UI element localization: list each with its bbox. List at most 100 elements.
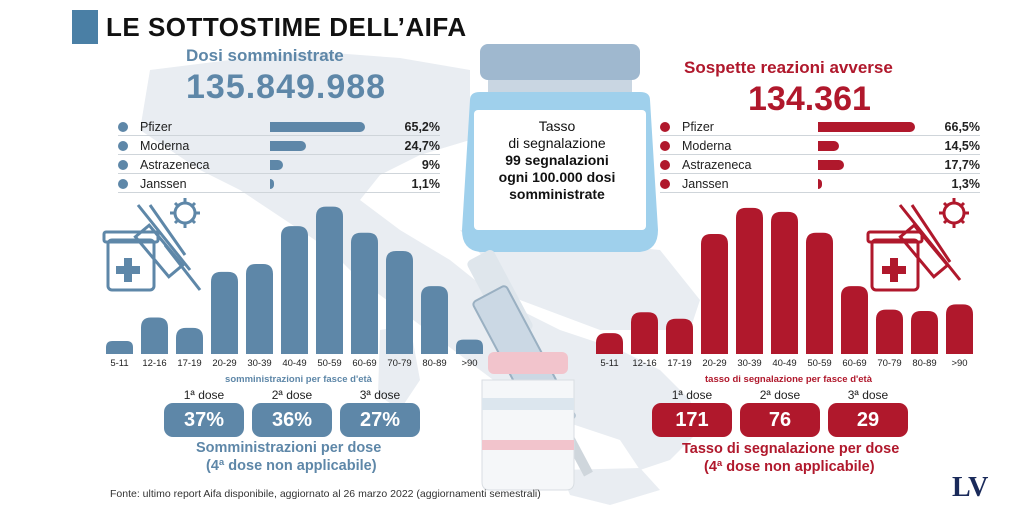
manufacturer-name: Pfizer	[140, 120, 172, 134]
age-bar	[876, 309, 903, 354]
age-bar	[596, 333, 623, 354]
right-age-bar-chart: 5-11 12-16 17-19 20-29 30-39 40-49 50-59 60-69 7…	[596, 207, 973, 385]
age-bar	[666, 318, 693, 354]
manufacturer-bar	[818, 122, 915, 132]
age-tick-label: 50-59	[807, 358, 831, 369]
manufacturer-name: Astrazeneca	[682, 158, 752, 172]
vial-line-1: Tasso	[538, 118, 576, 134]
age-tick-label: 5-11	[600, 358, 618, 369]
age-tick-label: 30-39	[737, 358, 761, 369]
manufacturer-bar	[818, 160, 844, 170]
bullet-dot	[660, 179, 670, 189]
vial-line-3: 99 segnalazioni	[505, 152, 609, 168]
chart-axis-caption: tasso di segnalazione per fasce d'età	[705, 374, 873, 385]
row-divider	[660, 154, 980, 155]
dose-label: 1ª dose	[183, 388, 225, 402]
manufacturer-bar	[270, 160, 284, 170]
reporting-rate-box: Tasso di segnalazione 99 segnalazioni og…	[474, 118, 640, 203]
dose-value-box: 76	[740, 403, 820, 437]
manufacturer-name: Astrazeneca	[140, 158, 210, 172]
row-divider	[118, 154, 440, 155]
age-bar	[421, 286, 448, 354]
age-bar	[701, 234, 728, 354]
age-tick-label: 40-49	[282, 358, 306, 369]
title-accent-bar	[72, 10, 98, 44]
logo-letter-v: V	[968, 472, 989, 503]
age-bar	[771, 211, 798, 354]
manufacturer-row: Pfizer 65,2%	[118, 118, 440, 136]
manufacturer-pct: 66,5%	[944, 120, 980, 134]
age-bar	[141, 317, 168, 354]
dose-label: 2ª dose	[759, 388, 801, 402]
left-medical-icons	[102, 198, 202, 292]
dose-label: 1ª dose	[671, 388, 713, 402]
right-dose-note: (4ª dose non applicabile)	[704, 459, 875, 475]
age-tick-label: 50-59	[317, 358, 341, 369]
age-tick-label: 40-49	[772, 358, 796, 369]
age-bar	[246, 264, 273, 354]
age-tick-label: 30-39	[247, 358, 271, 369]
age-tick-label: 60-69	[352, 358, 376, 369]
age-tick-label: 80-89	[422, 358, 446, 369]
age-tick-label: 70-79	[877, 358, 901, 369]
age-bar	[211, 271, 238, 354]
vial-line-5: somministrate	[509, 186, 605, 202]
manufacturer-row: Pfizer 66,5%	[660, 118, 980, 136]
age-bar	[456, 339, 483, 354]
chart-axis-caption: somministrazioni per fasce d'età	[225, 374, 373, 385]
row-divider	[660, 135, 980, 136]
adverse-reactions-total: 134.361	[748, 80, 871, 118]
row-divider	[118, 135, 440, 136]
age-tick-label: 80-89	[912, 358, 936, 369]
row-divider	[118, 192, 440, 193]
dose-value-box: 171	[652, 403, 732, 437]
age-tick-label: >90	[951, 358, 967, 369]
manufacturer-pct: 1,1%	[411, 177, 441, 191]
logo-letter-l: L	[952, 472, 969, 503]
dose-value-box: 37%	[164, 403, 244, 437]
age-tick-label: 60-69	[842, 358, 866, 369]
bullet-dot	[660, 122, 670, 132]
manufacturer-pct: 9%	[421, 158, 440, 172]
manufacturer-row: Astrazeneca 9%	[118, 156, 440, 174]
bullet-dot	[118, 179, 128, 189]
age-tick-label: 5-11	[110, 358, 128, 369]
row-divider	[660, 173, 980, 174]
page-title: LE SOTTOSTIME DELL’AIFA	[106, 12, 467, 42]
manufacturer-pct: 1,3%	[951, 177, 981, 191]
age-bar	[106, 340, 133, 354]
vial-line-4: ogni 100.000 dosi	[498, 169, 616, 185]
age-bar	[946, 304, 973, 354]
age-bar	[631, 312, 658, 354]
bullet-dot	[118, 122, 128, 132]
bullet-dot	[118, 141, 128, 151]
manufacturer-row: Janssen 1,3%	[660, 175, 980, 193]
manufacturer-name: Moderna	[682, 139, 732, 153]
left-dose-note: (4ª dose non applicabile)	[206, 458, 377, 474]
dose-value-box: 36%	[252, 403, 332, 437]
age-bar	[316, 206, 343, 354]
bullet-dot	[660, 141, 670, 151]
age-bar	[351, 232, 378, 354]
manufacturer-row: Janssen 1,1%	[118, 175, 440, 193]
age-bar	[911, 310, 938, 354]
manufacturer-row: Moderna 14,5%	[660, 137, 980, 155]
dose-value-box: 27%	[340, 403, 420, 437]
map-right-area	[460, 230, 700, 330]
age-tick-label: 17-19	[667, 358, 691, 369]
manufacturer-row: Astrazeneca 17,7%	[660, 156, 980, 174]
sicily-shape	[560, 468, 660, 505]
vial-line-2: di segnalazione	[508, 135, 606, 151]
age-bar	[806, 232, 833, 354]
manufacturer-name: Pfizer	[682, 120, 714, 134]
age-tick-label: 20-29	[702, 358, 726, 369]
doses-administered-total: 135.849.988	[186, 68, 387, 106]
right-dose-caption: Tasso di segnalazione per dose	[682, 441, 900, 457]
age-bar	[736, 207, 763, 354]
bullet-dot	[660, 160, 670, 170]
age-tick-label: 70-79	[387, 358, 411, 369]
manufacturer-pct: 24,7%	[404, 139, 440, 153]
age-bar	[386, 250, 413, 354]
dose-label: 2ª dose	[271, 388, 313, 402]
